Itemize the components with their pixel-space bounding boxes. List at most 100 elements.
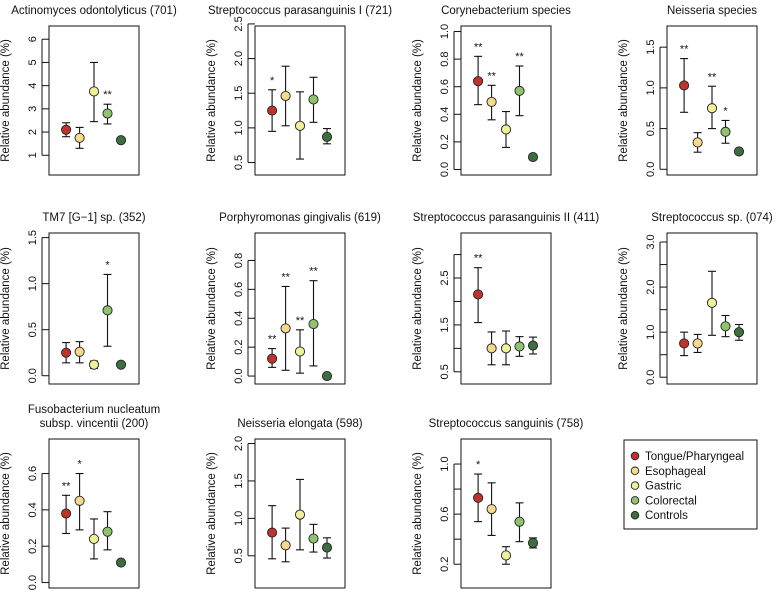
y-tick-label: 1.5 bbox=[439, 317, 451, 332]
panel-title: Streptococcus sanguinis (758) bbox=[429, 418, 584, 430]
data-point-esophageal bbox=[74, 132, 85, 143]
data-point-colorectal bbox=[720, 126, 731, 137]
data-point-gastric bbox=[294, 120, 306, 131]
panel-title: TM7 [G−1] sp. (352) bbox=[42, 212, 145, 224]
data-point-colorectal bbox=[514, 341, 525, 352]
y-tick-label: 2.5 bbox=[233, 16, 245, 31]
data-point-gastric bbox=[294, 346, 306, 357]
plot-frame bbox=[254, 25, 346, 176]
y-tick-label: 2.0 bbox=[645, 279, 657, 294]
y-axis-label: Relative abundance (%) bbox=[412, 247, 424, 370]
data-point-esophageal bbox=[280, 540, 291, 551]
y-axis-label: Relative abundance (%) bbox=[206, 452, 218, 575]
panel-title: Actinomyces odontolyticus (701) bbox=[11, 5, 177, 17]
significance-marker: * bbox=[723, 105, 728, 117]
plot-frame bbox=[48, 438, 140, 589]
panel: Actinomyces odontolyticus (701) Relative … bbox=[0, 5, 177, 176]
data-point-tongue-pharyngeal bbox=[679, 338, 690, 349]
data-point-colorectal bbox=[102, 108, 113, 119]
y-tick-label: 3 bbox=[27, 106, 39, 112]
data-point-controls bbox=[321, 371, 333, 382]
y-axis-label: Relative abundance (%) bbox=[618, 39, 630, 162]
plot-frame bbox=[666, 25, 758, 176]
plot-frame bbox=[460, 232, 552, 385]
legend-marker bbox=[630, 481, 640, 490]
y-tick-label: 1 bbox=[27, 152, 39, 158]
y-tick-label: 5 bbox=[27, 59, 39, 65]
panel: Streptococcus parasanguinis II (411) Rela… bbox=[412, 212, 599, 385]
significance-marker: ** bbox=[515, 51, 524, 63]
y-tick-label: 0.6 bbox=[439, 506, 451, 521]
data-point-esophageal bbox=[486, 343, 497, 354]
significance-marker: ** bbox=[680, 44, 689, 56]
plot-frame bbox=[254, 232, 346, 385]
y-tick-label: 2.5 bbox=[439, 270, 451, 285]
data-point-esophageal bbox=[692, 338, 703, 349]
legend-marker bbox=[630, 496, 640, 505]
panel-title: Porphyromonas gingivalis (619) bbox=[219, 212, 381, 224]
data-point-colorectal bbox=[308, 94, 319, 105]
y-tick-label: 0.5 bbox=[233, 548, 245, 563]
data-point-esophageal bbox=[486, 96, 497, 107]
y-tick-label: 0.6 bbox=[27, 466, 39, 481]
panel-title: Streptococcus sp. (074) bbox=[651, 212, 773, 224]
data-point-controls bbox=[115, 135, 127, 146]
data-point-colorectal bbox=[102, 526, 113, 537]
data-point-gastric bbox=[500, 343, 512, 354]
y-tick-label: 0.6 bbox=[233, 282, 245, 297]
panel-title: Neisseria species bbox=[667, 5, 757, 17]
data-point-controls bbox=[733, 327, 745, 338]
y-tick-label: 0.2 bbox=[233, 340, 245, 355]
data-point-controls bbox=[321, 131, 333, 142]
y-tick-label: 0.5 bbox=[233, 155, 245, 170]
panel: Streptococcus parasanguinis I (721) Relat… bbox=[206, 5, 392, 176]
data-point-tongue-pharyngeal bbox=[267, 353, 278, 364]
plot-frame bbox=[48, 232, 140, 385]
plot-frame bbox=[666, 232, 758, 385]
data-point-esophageal bbox=[280, 323, 291, 334]
y-tick-label: 0.0 bbox=[645, 162, 657, 177]
y-tick-label: 0.5 bbox=[439, 364, 451, 379]
legend-entry: Gastric bbox=[645, 481, 682, 493]
significance-marker: ** bbox=[281, 271, 290, 283]
y-tick-label: 2 bbox=[27, 129, 39, 135]
panel-title: Fusobacterium nucleatum bbox=[28, 404, 160, 416]
data-point-controls bbox=[115, 359, 127, 370]
y-tick-label: 0.2 bbox=[439, 134, 451, 149]
y-tick-label: 1.5 bbox=[233, 473, 245, 488]
data-point-controls bbox=[527, 537, 539, 548]
panel: TM7 [G−1] sp. (352) Relative abundance (%… bbox=[0, 212, 146, 385]
panel: Corynebacterium species Relative abundanc… bbox=[412, 5, 571, 177]
y-tick-label: 0.6 bbox=[439, 79, 451, 94]
data-point-gastric bbox=[88, 359, 100, 370]
data-point-tongue-pharyngeal bbox=[473, 289, 484, 300]
data-point-controls bbox=[115, 557, 127, 568]
data-point-colorectal bbox=[308, 533, 319, 544]
y-tick-label: 0.8 bbox=[233, 253, 245, 268]
y-axis-label: Relative abundance (%) bbox=[412, 452, 424, 575]
y-tick-label: 0.4 bbox=[233, 311, 245, 326]
data-point-tongue-pharyngeal bbox=[267, 527, 278, 538]
y-axis-label: Relative abundance (%) bbox=[0, 247, 12, 370]
y-tick-label: 1.0 bbox=[27, 276, 39, 291]
y-axis-label: Relative abundance (%) bbox=[0, 452, 12, 575]
data-point-controls bbox=[321, 542, 333, 553]
panel-title: Neisseria elongata (598) bbox=[237, 418, 362, 430]
y-tick-label: 6 bbox=[27, 36, 39, 42]
data-point-controls bbox=[733, 146, 745, 157]
data-point-controls bbox=[527, 340, 539, 351]
y-tick-label: 2.0 bbox=[233, 51, 245, 66]
legend-frame bbox=[623, 439, 758, 530]
data-point-esophageal bbox=[692, 137, 703, 148]
significance-marker: ** bbox=[103, 89, 112, 101]
legend-entry: Esophageal bbox=[645, 466, 706, 478]
data-point-tongue-pharyngeal bbox=[473, 492, 484, 503]
data-point-esophageal bbox=[74, 346, 85, 357]
significance-marker: ** bbox=[296, 315, 305, 327]
data-point-tongue-pharyngeal bbox=[267, 105, 278, 116]
y-tick-label: 4 bbox=[27, 83, 39, 89]
y-tick-label: 1.0 bbox=[645, 325, 657, 340]
data-point-controls bbox=[527, 152, 539, 163]
y-axis-label: Relative abundance (%) bbox=[206, 247, 218, 370]
